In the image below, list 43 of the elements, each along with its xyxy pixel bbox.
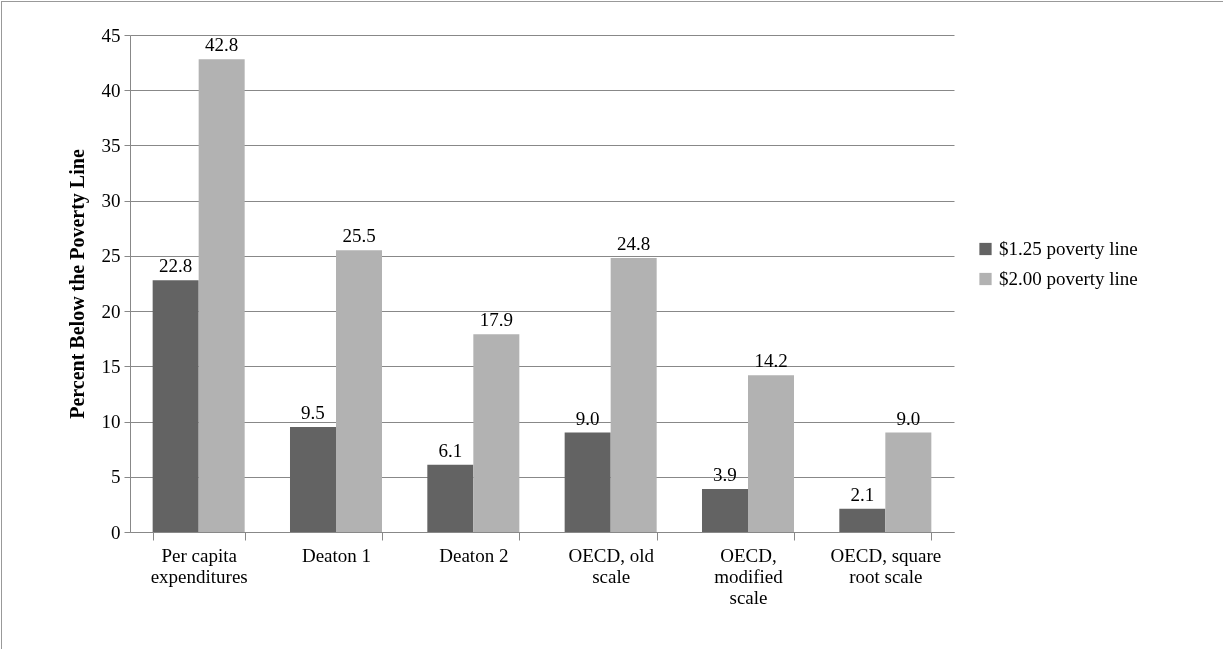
data-label: 14.2 <box>754 350 788 372</box>
x-tick-label: Per capita expenditures <box>150 544 248 587</box>
data-label: 9.5 <box>301 402 325 424</box>
y-tick-label: 25 <box>101 245 121 267</box>
bar <box>198 59 245 532</box>
bar <box>839 508 886 532</box>
legend-label: $1.25 poverty line <box>999 238 1138 259</box>
data-label: 2.1 <box>850 483 875 505</box>
data-label: 42.8 <box>205 34 239 56</box>
y-tick-label: 30 <box>101 190 121 212</box>
bar <box>701 488 748 532</box>
data-label: 24.8 <box>617 233 651 255</box>
data-label: 22.8 <box>159 255 193 277</box>
x-tick-label: OECD, square root scale <box>830 544 942 587</box>
data-label: 9.0 <box>896 407 921 429</box>
data-label: 9.0 <box>575 407 600 429</box>
bar <box>885 432 932 532</box>
y-tick-label: 15 <box>101 355 121 377</box>
data-label: 3.9 <box>713 463 737 485</box>
x-tick-label: Deaton 1 <box>301 544 372 566</box>
x-tick-label: Deaton 2 <box>439 544 509 566</box>
bar <box>610 258 657 532</box>
y-tick-label: 20 <box>101 300 121 322</box>
x-tick-label: OECD, modified scale <box>714 544 784 608</box>
y-tick-label: 0 <box>111 521 121 543</box>
bar <box>564 432 611 532</box>
data-label: 25.5 <box>342 225 376 247</box>
y-tick-label: 35 <box>101 134 121 156</box>
bar <box>336 250 383 532</box>
legend-label: $2.00 poverty line <box>999 268 1138 289</box>
data-label: 17.9 <box>479 309 513 331</box>
bar <box>427 464 474 532</box>
y-tick-label: 5 <box>111 466 121 488</box>
x-tick-label: OECD, old scale <box>568 544 655 587</box>
y-tick-label: 10 <box>101 411 121 433</box>
bar <box>152 280 199 532</box>
y-tick-label: 40 <box>101 79 121 101</box>
bar <box>473 334 520 532</box>
y-axis-title: Percent Below the Poverty Line <box>65 149 89 419</box>
y-tick-label: 45 <box>101 24 121 46</box>
bar <box>748 375 795 532</box>
data-label: 6.1 <box>438 439 463 461</box>
bar <box>289 427 336 532</box>
